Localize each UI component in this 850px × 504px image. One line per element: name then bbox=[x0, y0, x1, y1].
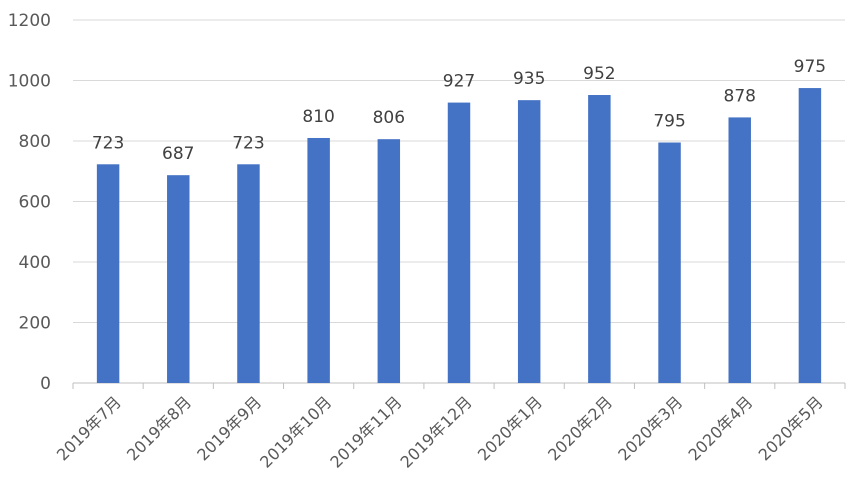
x-axis-ticks: 2019年7月2019年8月2019年9月2019年10月2019年11月201… bbox=[53, 392, 827, 471]
x-tick-label: 2020年2月 bbox=[544, 392, 616, 464]
bar bbox=[658, 142, 681, 383]
y-tick-label: 600 bbox=[19, 193, 51, 213]
bar bbox=[167, 175, 190, 383]
y-tick-label: 400 bbox=[19, 253, 51, 273]
bar bbox=[237, 164, 260, 383]
data-label: 975 bbox=[794, 57, 826, 77]
bar bbox=[377, 139, 401, 383]
x-tick-label: 2019年7月 bbox=[53, 392, 125, 464]
data-label: 810 bbox=[302, 107, 334, 127]
data-label: 687 bbox=[162, 144, 194, 164]
x-tick-label: 2019年8月 bbox=[123, 392, 195, 464]
data-label: 806 bbox=[373, 108, 405, 128]
bar bbox=[517, 100, 541, 383]
bar bbox=[447, 102, 471, 384]
data-label: 723 bbox=[232, 133, 264, 153]
bar bbox=[588, 95, 611, 384]
y-axis-ticks: 0 200 400 600 800 1000 1200 bbox=[8, 11, 51, 394]
x-tick-label: 2020年1月 bbox=[474, 392, 546, 464]
data-label: 878 bbox=[724, 86, 756, 106]
data-label: 927 bbox=[443, 72, 475, 92]
data-labels: 723 687 723 810 806 927 935 952 795 878 975 bbox=[92, 57, 826, 164]
bar bbox=[728, 117, 751, 383]
y-tick-label: 1200 bbox=[8, 11, 51, 31]
y-tick-label: 1000 bbox=[8, 72, 51, 92]
y-tick-label: 0 bbox=[40, 374, 51, 394]
x-tick-label: 2019年11月 bbox=[326, 392, 405, 471]
x-tick-label: 2020年5月 bbox=[755, 392, 827, 464]
y-tick-label: 800 bbox=[19, 132, 51, 152]
x-tick-label: 2020年4月 bbox=[684, 392, 756, 464]
bar bbox=[307, 137, 330, 383]
x-tick-label: 2020年3月 bbox=[614, 392, 686, 464]
data-label: 795 bbox=[653, 112, 685, 132]
bar bbox=[798, 88, 822, 383]
bar bbox=[96, 164, 120, 383]
x-tick-label: 2019年10月 bbox=[256, 392, 335, 471]
data-label: 952 bbox=[583, 64, 615, 84]
x-tick-label: 2019年9月 bbox=[193, 392, 265, 464]
bars bbox=[96, 88, 822, 384]
data-label: 935 bbox=[513, 69, 545, 89]
y-tick-label: 200 bbox=[19, 314, 51, 334]
x-tick-label: 2019年12月 bbox=[397, 392, 476, 471]
data-label: 723 bbox=[92, 133, 124, 153]
